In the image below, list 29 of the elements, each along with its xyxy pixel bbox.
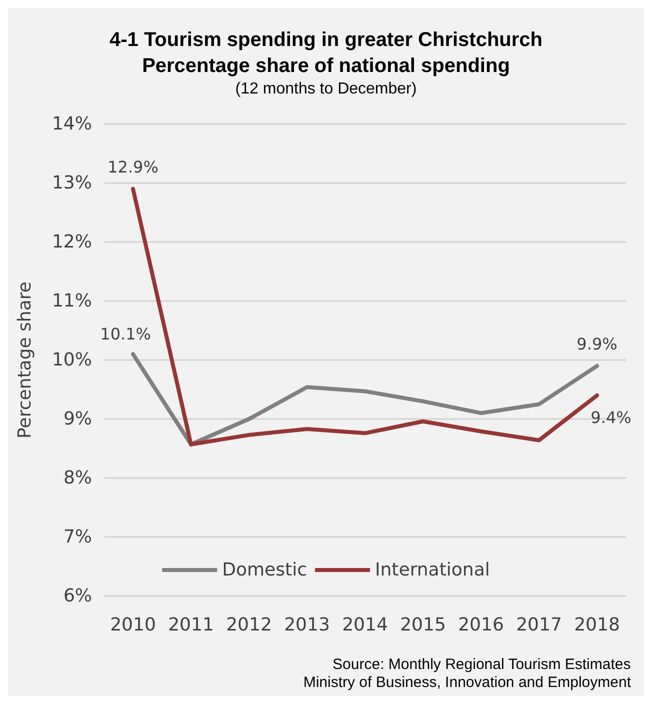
y-tick-label: 13% — [52, 172, 92, 194]
y-tick-label: 8% — [63, 468, 92, 488]
data-label: 9.9% — [576, 334, 618, 354]
legend-label: International — [374, 560, 490, 580]
x-tick-label: 2017 — [516, 614, 562, 636]
data-label: 12.9% — [108, 157, 158, 176]
chart-subtitle: (12 months to December) — [235, 80, 417, 98]
y-tick-label: 9% — [63, 408, 92, 430]
x-tick-label: 2011 — [168, 614, 214, 636]
y-tick-label: 12% — [52, 232, 92, 252]
data-label: 10.1% — [100, 324, 151, 344]
source-note: Source: Monthly Regional Tourism Estimates — [332, 656, 631, 673]
x-tick-label: 2015 — [400, 614, 446, 636]
legend-label: Domestic — [222, 560, 307, 580]
x-tick-label: 2016 — [458, 614, 504, 636]
x-tick-label: 2013 — [284, 614, 330, 636]
x-tick-label: 2010 — [110, 614, 156, 636]
x-tick-label: 2014 — [342, 614, 388, 636]
x-tick-label: 2018 — [574, 614, 620, 636]
data-label: 9.4% — [590, 408, 632, 427]
y-tick-label: 11% — [52, 290, 92, 312]
y-tick-label: 10% — [52, 350, 92, 370]
x-tick-label: 2012 — [226, 614, 272, 636]
y-tick-label: 6% — [63, 586, 92, 606]
y-axis-title: Percentage share — [14, 282, 36, 438]
text: Ministry of Business, Innovation and Employment — [303, 674, 632, 691]
y-tick-label: 7% — [63, 526, 92, 548]
y-tick-label: 14% — [52, 114, 92, 134]
chart-title: 4-1 Tourism spending in greater Christchurch Percentage share of national spending — [109, 29, 543, 77]
